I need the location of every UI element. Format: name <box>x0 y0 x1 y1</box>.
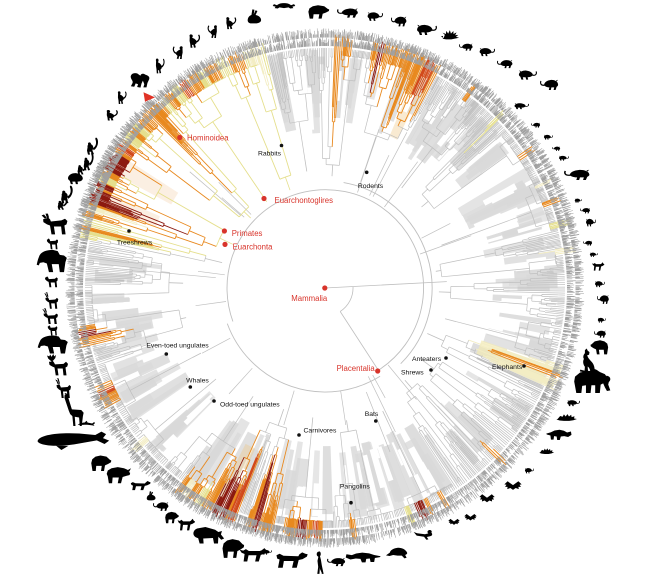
svg-text:Bats: Bats <box>365 411 379 418</box>
svg-text:Treeshrews: Treeshrews <box>117 240 153 247</box>
svg-text:Whales: Whales <box>186 377 209 384</box>
svg-text:Euarchonta: Euarchonta <box>233 243 274 252</box>
svg-text:Rabbits: Rabbits <box>258 151 282 158</box>
svg-text:Primates: Primates <box>232 229 263 238</box>
svg-text:Pangolins: Pangolins <box>340 484 370 491</box>
svg-text:Rodents: Rodents <box>358 183 384 190</box>
svg-text:Euarchontoglires: Euarchontoglires <box>275 196 334 205</box>
svg-text:Placentalia: Placentalia <box>337 364 376 373</box>
svg-text:Anteaters: Anteaters <box>412 356 442 363</box>
svg-text:Carnivores: Carnivores <box>304 428 337 435</box>
svg-text:Odd-toed ungulates: Odd-toed ungulates <box>220 402 280 409</box>
svg-text:Even-toed ungulates: Even-toed ungulates <box>146 342 209 349</box>
svg-text:Mammalia: Mammalia <box>291 294 328 303</box>
svg-text:Shrews: Shrews <box>401 369 424 376</box>
svg-text:Hominoidea: Hominoidea <box>187 134 229 143</box>
svg-text:Elephants: Elephants <box>492 364 523 371</box>
